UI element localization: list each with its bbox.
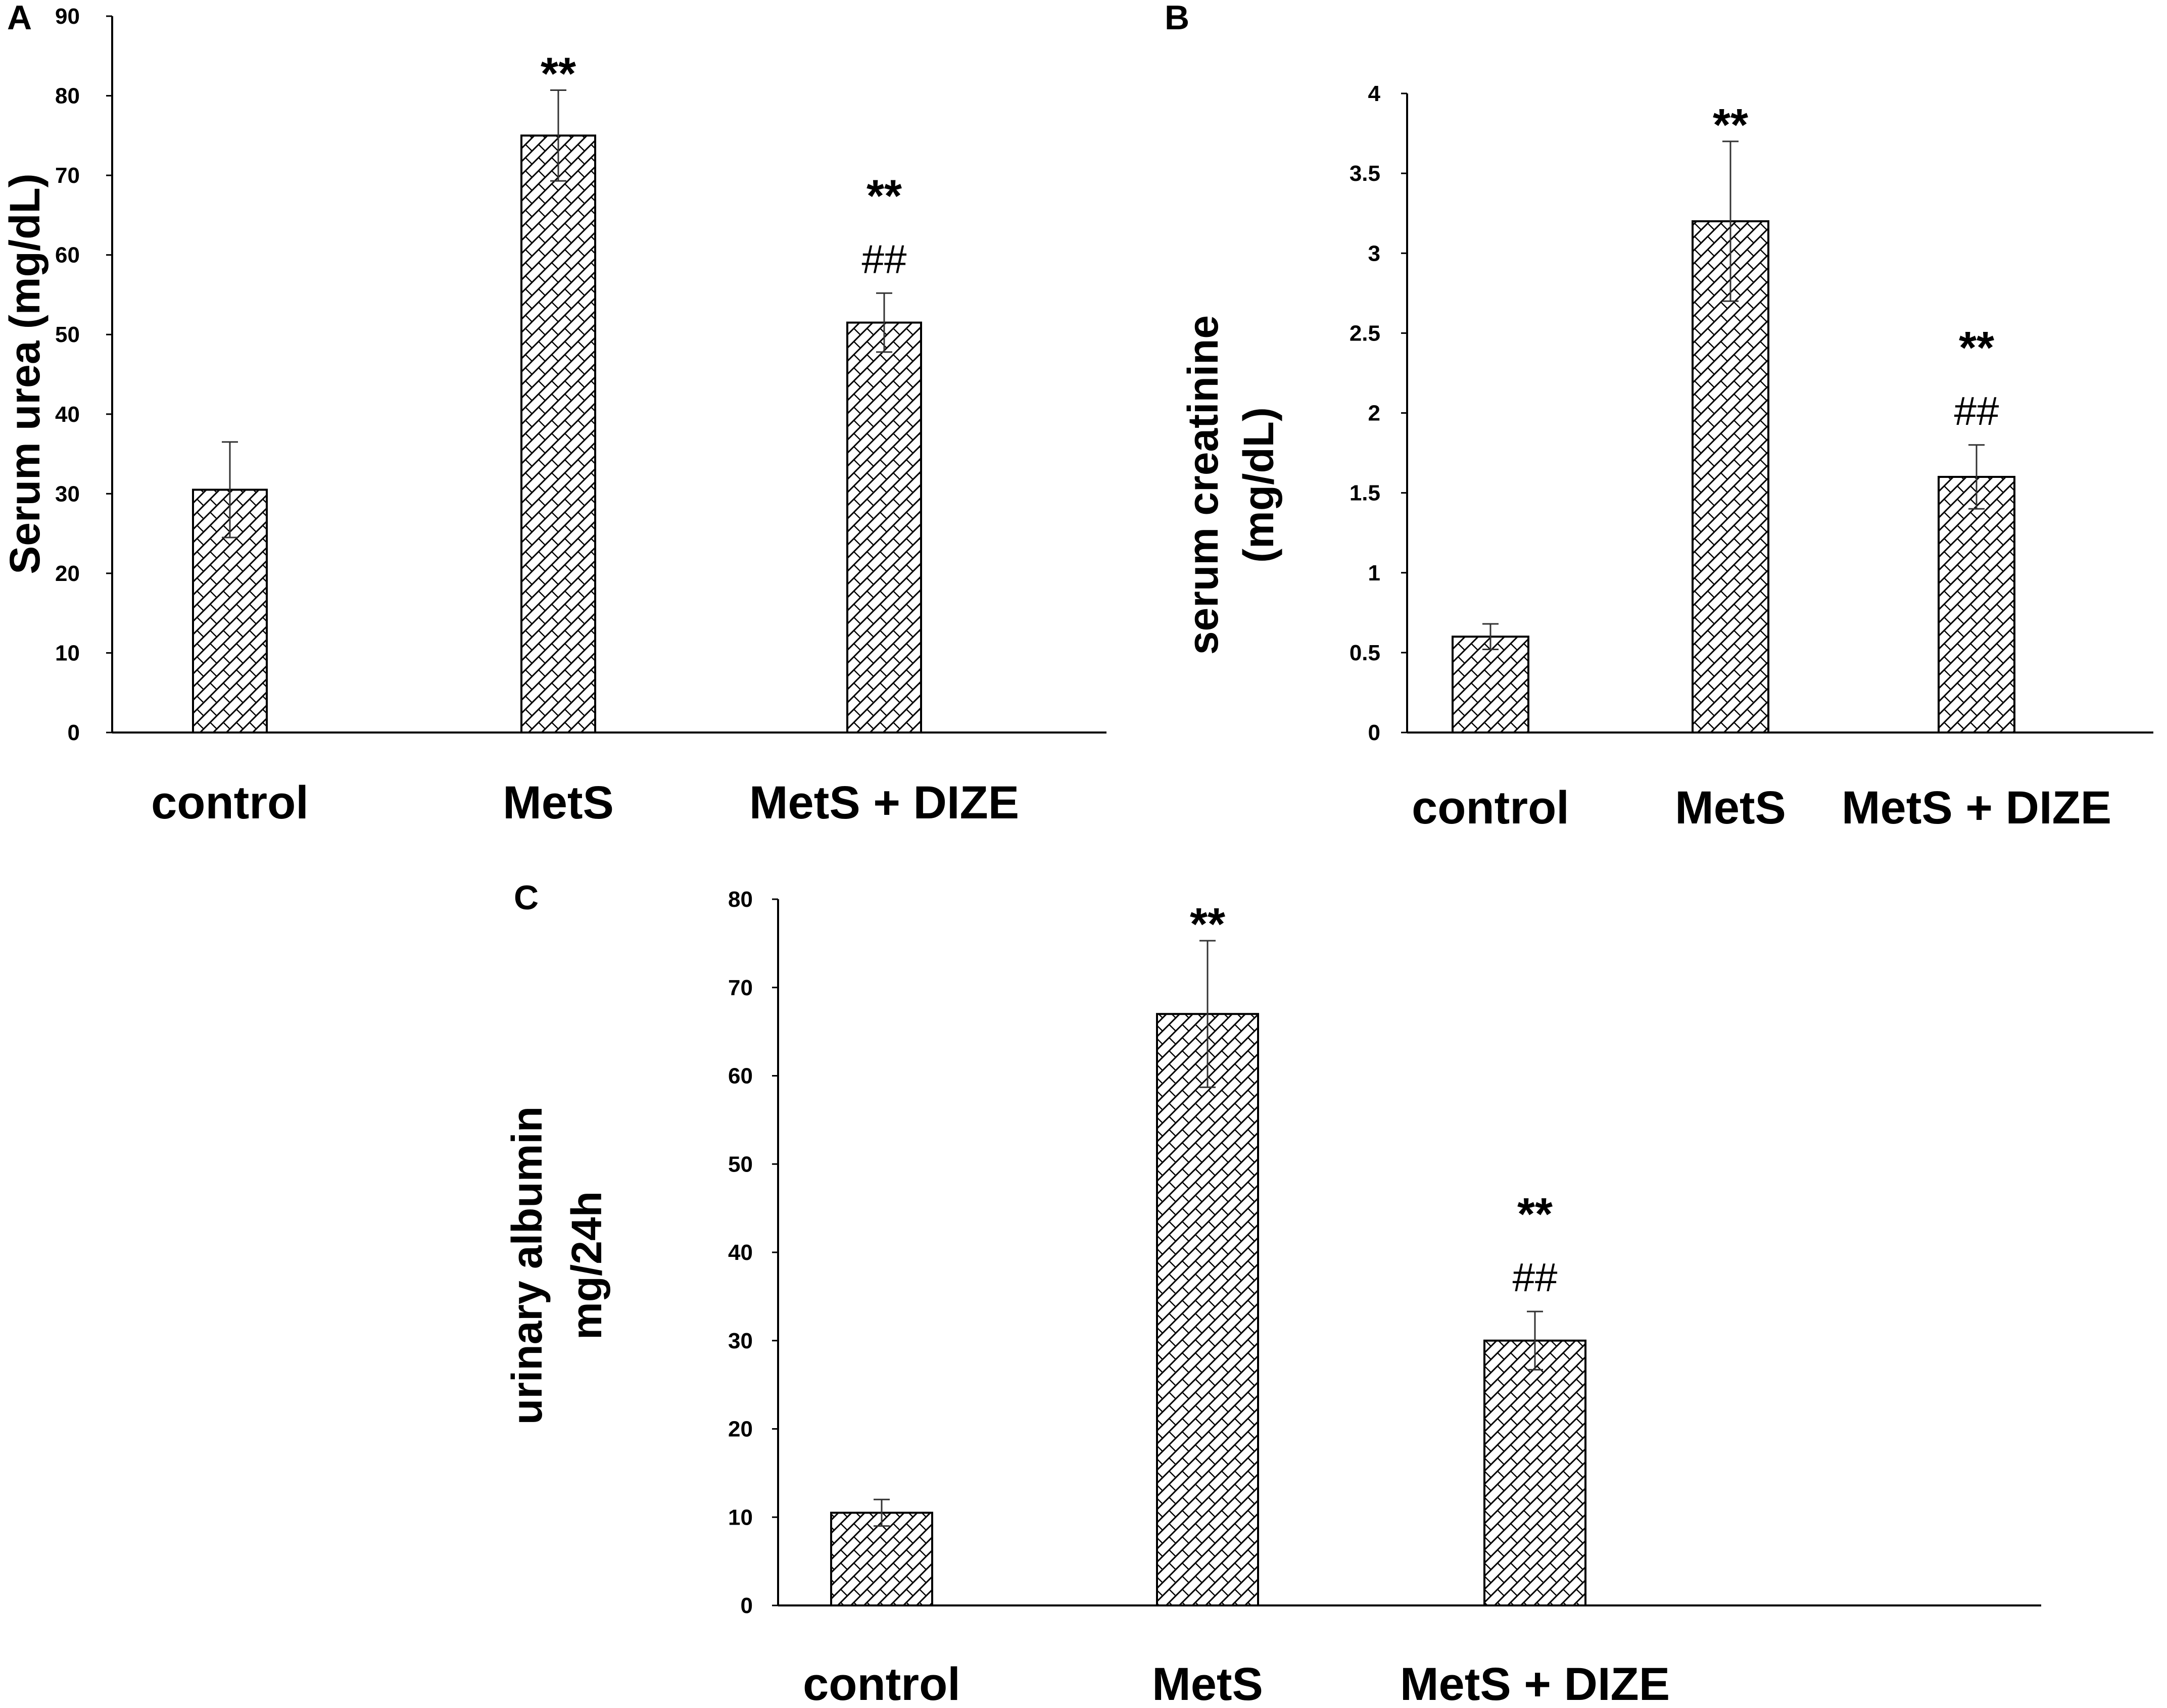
bar xyxy=(520,134,596,734)
y-axis-label: urinary albumin xyxy=(503,1106,551,1425)
bar xyxy=(1692,220,1769,734)
y-axis-label: serum creatinine xyxy=(1179,315,1227,655)
y-axis-label: Serum urea (mg/dL) xyxy=(1,173,49,574)
bar xyxy=(830,1511,933,1606)
y-tick-label: 70 xyxy=(55,163,80,188)
category-label: MetS xyxy=(1675,782,1786,834)
y-tick-label: 3 xyxy=(1368,241,1380,266)
y-tick-label: 60 xyxy=(55,243,80,268)
category-label: control xyxy=(151,777,309,828)
panel-a: A 0 10 20 30 40 50 60 70 80 90 Serum urea (mg/dL) co… xyxy=(1,0,1106,828)
y-tick-label: 0 xyxy=(68,720,80,745)
y-tick-label: 50 xyxy=(728,1152,753,1177)
y-tick-label: 1 xyxy=(1368,561,1380,585)
y-tick-label: 70 xyxy=(728,975,753,1000)
bar xyxy=(1483,1339,1586,1606)
y-tick-label: 3.5 xyxy=(1350,161,1380,186)
y-tick-label: 10 xyxy=(728,1505,753,1530)
significance-hash: ## xyxy=(862,236,907,281)
y-tick-label: 2.5 xyxy=(1350,321,1380,346)
bar xyxy=(846,321,922,734)
significance-stars: ** xyxy=(541,49,576,100)
panel-b: B 0 0.5 1 1.5 2 2.5 3 3.5 4 serum creatinine (mg/dL… xyxy=(1165,0,2153,834)
significance-stars: ** xyxy=(1959,323,1994,373)
panel-c: C 0 10 20 30 40 50 60 70 80 urinary albumin mg/24h c… xyxy=(503,879,2041,1708)
significance-stars: ** xyxy=(1713,100,1748,151)
y-tick-label: 90 xyxy=(55,4,80,29)
y-tick-label: 40 xyxy=(55,402,80,427)
y-axis-label: mg/24h xyxy=(563,1191,610,1340)
y-tick-label: 0.5 xyxy=(1350,641,1380,665)
y-tick-label: 10 xyxy=(55,641,80,665)
category-label: MetS + DIZE xyxy=(1842,782,2111,834)
bar xyxy=(1156,1013,1259,1606)
panel-label: B xyxy=(1165,0,1189,37)
category-label: MetS xyxy=(1152,1658,1263,1705)
y-tick-label: 50 xyxy=(55,322,80,347)
significance-stars: ** xyxy=(866,171,902,221)
y-tick-label: 20 xyxy=(728,1417,753,1442)
y-tick-label: 80 xyxy=(728,887,753,912)
panel-label: C xyxy=(514,879,539,917)
y-tick-label: 60 xyxy=(728,1064,753,1089)
significance-stars: ** xyxy=(1517,1189,1553,1240)
y-tick-label: 1.5 xyxy=(1350,481,1380,506)
category-label: MetS + DIZE xyxy=(1400,1658,1670,1705)
y-tick-label: 30 xyxy=(55,481,80,506)
significance-hash: ## xyxy=(1954,388,1999,433)
category-label: MetS xyxy=(503,777,614,828)
significance-hash: ## xyxy=(1513,1255,1558,1300)
category-label: control xyxy=(1412,782,1569,834)
significance-stars: ** xyxy=(1190,899,1225,950)
y-tick-label: 20 xyxy=(55,561,80,586)
y-tick-label: 40 xyxy=(728,1240,753,1265)
y-tick-label: 0 xyxy=(1368,720,1380,745)
panel-label: A xyxy=(7,0,32,37)
category-label: control xyxy=(803,1658,960,1705)
y-tick-label: 0 xyxy=(741,1593,753,1618)
y-tick-label: 4 xyxy=(1368,81,1381,106)
bar xyxy=(1938,476,2015,734)
category-label: MetS + DIZE xyxy=(749,777,1019,828)
y-axis-label: (mg/dL) xyxy=(1235,407,1282,563)
y-tick-label: 30 xyxy=(728,1329,753,1353)
y-tick-label: 2 xyxy=(1368,401,1380,426)
y-tick-label: 80 xyxy=(55,84,80,109)
bar xyxy=(1452,636,1529,734)
